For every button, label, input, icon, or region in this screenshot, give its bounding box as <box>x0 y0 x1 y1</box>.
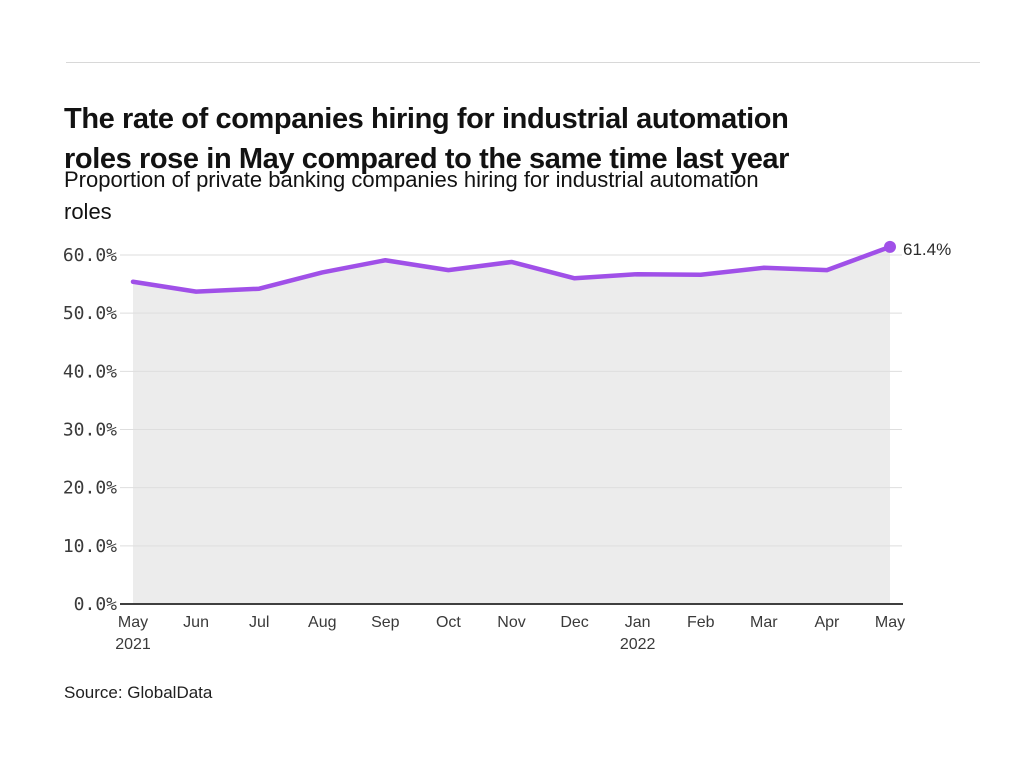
x-tick-label: May <box>875 614 905 631</box>
x-tick-label: Dec <box>560 614 588 631</box>
title-line-2: roles rose in May compared to the same t… <box>64 143 790 176</box>
title-line-1: The rate of companies hiring for industr… <box>64 103 789 136</box>
y-tick-label: 10.0% <box>63 536 117 557</box>
last-point-dot <box>884 240 896 253</box>
y-tick-label: 0.0% <box>74 594 118 615</box>
x-tick-label: Apr <box>814 614 840 631</box>
x-tick-label: Mar <box>750 614 778 631</box>
x-tick-year-label: 2022 <box>620 636 656 653</box>
source-attribution: Source: GlobalData <box>64 683 213 702</box>
top-divider <box>66 62 980 63</box>
x-tick-label: Jan <box>625 614 651 631</box>
last-point-value-label: 61.4% <box>903 240 951 259</box>
x-tick-label: Aug <box>308 614 336 631</box>
chart-subtitle: Proportion of private banking companies … <box>64 164 964 228</box>
series-area <box>133 246 890 604</box>
x-tick-label: Nov <box>497 614 525 631</box>
x-tick-label: Sep <box>371 614 400 631</box>
y-tick-label: 50.0% <box>63 303 117 324</box>
x-tick-year-label: 2021 <box>115 636 151 653</box>
subtitle-line-2: roles <box>64 199 112 224</box>
x-tick-label: Jul <box>249 614 269 631</box>
y-tick-label: 40.0% <box>63 361 117 382</box>
series-line <box>130 244 893 294</box>
y-tick-label: 20.0% <box>63 478 117 499</box>
y-tick-label: 60.0% <box>63 245 117 266</box>
subtitle-line-1: Proportion of private banking companies … <box>64 167 759 192</box>
x-tick-label: May <box>118 614 148 631</box>
x-tick-label: Jun <box>183 614 209 631</box>
page-title: The rate of companies hiring for industr… <box>64 99 974 179</box>
y-tick-label: 30.0% <box>63 419 117 440</box>
x-tick-label: Oct <box>436 614 461 631</box>
x-tick-label: Feb <box>687 614 715 631</box>
